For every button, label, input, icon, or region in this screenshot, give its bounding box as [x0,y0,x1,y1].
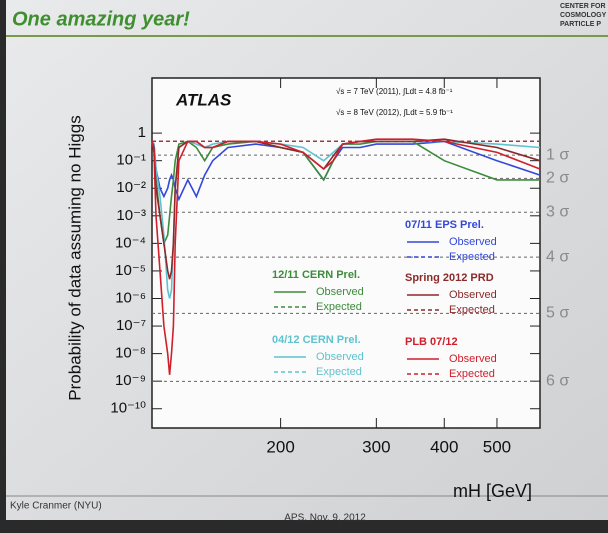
x-tick-label: 200 [266,437,294,456]
y-tick-label: 10⁻³ [116,207,146,224]
footer: APS, Nov. 9, 2012 [284,513,366,524]
legend-entry: Observed [449,353,497,365]
sigma-label: 3 σ [546,203,569,220]
legend-entry: Observed [449,236,497,248]
x-tick-label: 300 [362,437,390,456]
y-tick-label: 10⁻⁸ [115,345,146,362]
legend-title: PLB 07/12 [405,336,458,348]
y-tick-label: 10⁻⁷ [116,317,146,334]
legend-entry: Observed [316,286,364,298]
sigma-label: 4 σ [546,248,569,265]
y-tick-label: 1 [138,124,146,141]
header-line: PARTICLE P [560,21,601,28]
sigma-label: 2 σ [546,170,569,187]
y-tick-label: 10⁻⁵ [115,262,146,279]
x-axis-label: mH [GeV] [453,481,532,501]
y-tick-label: 10⁻¹ [116,152,146,169]
legend-entry: Expected [449,251,495,263]
y-tick-label: 10⁻⁴ [115,234,146,251]
legend-entry: Observed [449,289,497,301]
legend-entry: Expected [449,304,495,316]
legend-title: 07/11 EPS Prel. [405,219,484,231]
slide: One amazing year! CENTER FOR COSMOLOGY P… [0,0,608,533]
x-tick-label: 400 [430,437,458,456]
legend-entry: Observed [316,351,364,363]
header-line: CENTER FOR [560,3,606,10]
y-tick-label: 10⁻² [116,179,146,196]
slide-title: One amazing year! [12,8,190,30]
sigma-label: 6 σ [546,373,569,390]
x-tick-label: 500 [483,437,511,456]
y-tick-label: 10⁻¹⁰ [110,400,146,417]
slide-canvas: One amazing year! CENTER FOR COSMOLOGY P… [0,0,608,533]
author: Kyle Cranmer (NYU) [10,501,102,512]
legend-entry: Expected [449,368,495,380]
legend-title: 04/12 CERN Prel. [272,334,361,346]
legend-title: Spring 2012 PRD [405,272,494,284]
energy-label: √s = 7 TeV (2011), ∫Ldt = 4.8 fb⁻¹ [336,87,453,96]
y-axis-label: Probability of data assuming no Higgs [65,115,84,400]
header-line: COSMOLOGY [560,12,607,19]
sigma-label: 1 σ [546,146,569,163]
legend-entry: Expected [316,366,362,378]
y-tick-label: 10⁻⁹ [115,372,146,389]
sigma-label: 5 σ [546,305,569,322]
y-tick-label: 10⁻⁶ [115,289,146,306]
legend-title: 12/11 CERN Prel. [272,269,360,281]
legend-entry: Expected [316,301,362,313]
experiment-label: ATLAS [175,90,232,109]
energy-label: √s = 8 TeV (2012), ∫Ldt = 5.9 fb⁻¹ [336,108,453,117]
